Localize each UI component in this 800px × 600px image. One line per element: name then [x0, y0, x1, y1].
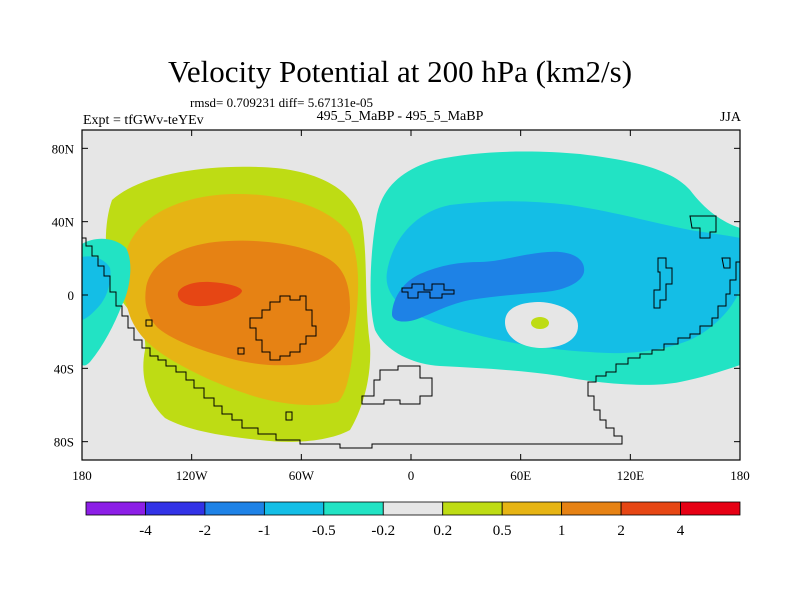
colorbar-box: [263, 501, 325, 516]
y-tick-label: 80N: [52, 141, 75, 156]
case-label: 495_5_MaBP - 495_5_MaBP: [316, 109, 484, 124]
colorbar-box: [561, 501, 622, 516]
colorbar-box: [204, 501, 265, 516]
x-tick-label: 180: [72, 468, 92, 483]
colorbar: -4 -2 -1 -0.5 -0.2 0.2 0.5 1 2 4: [85, 501, 741, 539]
x-tick-label: 120E: [617, 468, 645, 483]
season-label: JJA: [719, 110, 741, 125]
colorbar-label: -1: [258, 523, 271, 539]
colorbar-label: 2: [617, 523, 625, 539]
coastlines: [82, 215, 740, 449]
colorbar-label: -4: [139, 523, 152, 539]
colorbar-label: 4: [677, 523, 685, 539]
coastline-pacific-islands: [145, 319, 293, 421]
x-tick-label: 180: [730, 468, 750, 483]
colorbar-label: 1: [558, 523, 566, 539]
coastline-asia-east: [653, 215, 731, 309]
y-tick-label: 0: [68, 288, 75, 303]
colorbar-box: [680, 501, 741, 516]
coastline-americas-west: [82, 237, 740, 449]
colorbar-box: [620, 501, 681, 516]
y-tick-label: 80S: [54, 435, 74, 450]
contour-fields: [82, 151, 740, 442]
axes: 180 120W 60W 0 60E 120E 180 80N 40N 0 40S 80S: [52, 130, 750, 483]
colorbar-box: [85, 501, 146, 516]
colorbar-box: [442, 501, 503, 516]
contour-positive-2: [177, 281, 242, 307]
colorbar-label: 0.2: [433, 523, 452, 539]
y-tick-label: 40N: [52, 215, 75, 230]
chart-title: Velocity Potential at 200 hPa (km2/s): [167, 54, 633, 89]
contour-positive-1: [145, 240, 350, 366]
x-tick-label: 60E: [510, 468, 531, 483]
y-tick-label: 40S: [54, 361, 74, 376]
colorbar-box: [501, 501, 563, 516]
coastline-africa-inner: [401, 283, 455, 299]
experiment-label: Expt = tfGWv-teYEv: [83, 113, 204, 128]
colorbar-label: 0.5: [493, 523, 512, 539]
coastline-south-america-east: [249, 295, 317, 361]
contour-negative-1: [392, 251, 585, 322]
stats-line: rmsd= 0.709231 diff= 5.67131e-05: [190, 95, 374, 110]
contour-negative-0.5-left: [82, 256, 111, 320]
x-tick-label: 60W: [289, 468, 315, 483]
x-tick-label: 120W: [176, 468, 209, 483]
colorbar-box: [323, 501, 384, 516]
colorbar-box: [382, 501, 444, 516]
colorbar-label: -0.2: [371, 523, 395, 539]
coastline-island-1: [361, 365, 433, 405]
colorbar-box: [145, 501, 206, 516]
x-tick-label: 0: [408, 468, 415, 483]
contour-island-0.5: [531, 317, 549, 329]
colorbar-label: -0.5: [312, 523, 336, 539]
colorbar-label: -2: [199, 523, 212, 539]
